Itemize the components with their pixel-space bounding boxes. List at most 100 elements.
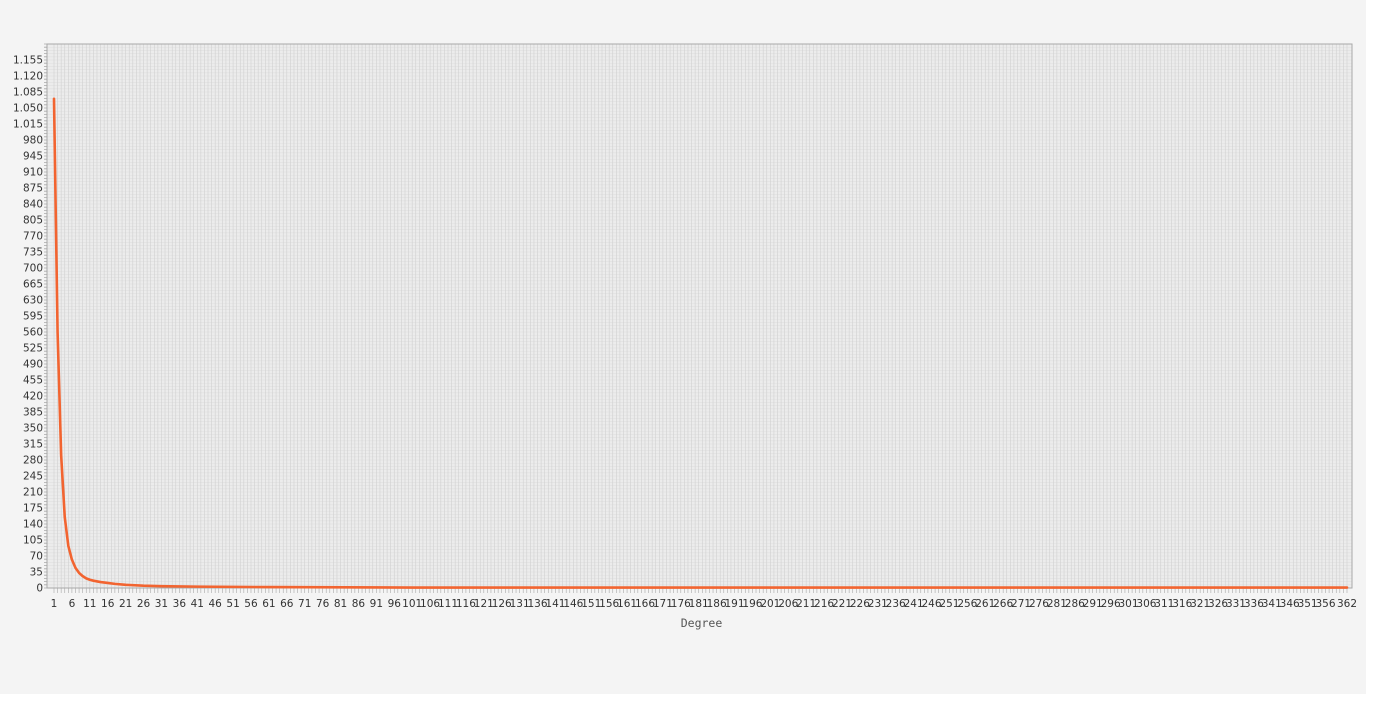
y-tick-label: 735 xyxy=(23,247,43,259)
y-tick-label: 840 xyxy=(23,199,43,211)
x-tick-label: 181 xyxy=(689,598,709,610)
x-tick-label: 16 xyxy=(101,598,115,610)
y-tick-label: 805 xyxy=(23,215,43,227)
x-tick-label: 161 xyxy=(617,598,637,610)
x-tick-label: 6 xyxy=(69,598,76,610)
x-tick-label: 291 xyxy=(1083,598,1103,610)
y-tick-label: 1.155 xyxy=(13,55,43,67)
y-tick-label: 980 xyxy=(23,135,43,147)
y-tick-label: 35 xyxy=(30,567,43,579)
x-tick-label: 71 xyxy=(298,598,311,610)
x-tick-label: 241 xyxy=(904,598,924,610)
x-tick-label: 236 xyxy=(886,598,906,610)
y-tick-label: 1.120 xyxy=(13,71,43,83)
x-tick-label: 316 xyxy=(1172,598,1192,610)
y-axis-ticks xyxy=(44,43,47,589)
x-tick-label: 321 xyxy=(1190,598,1210,610)
x-tick-label: 301 xyxy=(1118,598,1138,610)
degree-distribution-chart: 0 35 70 105 140 175 210 245 280 315 350 385 420 455 49… xyxy=(13,43,1357,630)
x-tick-label: 336 xyxy=(1244,598,1264,610)
x-tick-label: 91 xyxy=(370,598,383,610)
y-tick-label: 770 xyxy=(23,231,43,243)
x-tick-label: 362 xyxy=(1337,598,1357,610)
y-tick-label: 350 xyxy=(23,423,43,435)
x-tick-label: 256 xyxy=(957,598,977,610)
series-line xyxy=(52,97,1349,589)
x-tick-label: 276 xyxy=(1029,598,1049,610)
y-tick-label: 875 xyxy=(23,183,43,195)
y-tick-label: 105 xyxy=(23,535,43,547)
x-tick-label: 146 xyxy=(563,598,583,610)
y-tick-label: 315 xyxy=(23,439,43,451)
x-tick-label: 56 xyxy=(244,598,258,610)
y-tick-label: 490 xyxy=(23,359,43,371)
x-tick-label: 356 xyxy=(1315,598,1335,610)
x-tick-label: 106 xyxy=(420,598,440,610)
x-tick-label: 166 xyxy=(635,598,655,610)
x-tick-label: 171 xyxy=(653,598,673,610)
x-tick-label: 261 xyxy=(975,598,995,610)
x-tick-label: 156 xyxy=(599,598,619,610)
y-tick-label: 630 xyxy=(23,295,43,307)
x-tick-label: 346 xyxy=(1280,598,1300,610)
x-tick-label: 121 xyxy=(474,598,494,610)
x-tick-label: 266 xyxy=(993,598,1013,610)
x-tick-label: 151 xyxy=(581,598,601,610)
x-tick-label: 341 xyxy=(1262,598,1282,610)
x-tick-label: 221 xyxy=(832,598,852,610)
y-tick-label: 1.050 xyxy=(13,103,43,115)
y-tick-label: 140 xyxy=(23,519,43,531)
y-tick-label: 280 xyxy=(23,455,43,467)
y-tick-label: 525 xyxy=(23,343,43,355)
x-tick-label: 141 xyxy=(545,598,565,610)
y-tick-label: 70 xyxy=(30,551,43,563)
y-tick-label: 210 xyxy=(23,487,43,499)
x-tick-label: 176 xyxy=(671,598,691,610)
x-tick-label: 186 xyxy=(707,598,727,610)
chart-panel: 0 35 70 105 140 175 210 245 280 315 350 385 420 455 49… xyxy=(0,0,1366,694)
y-tick-label: 560 xyxy=(23,327,43,339)
x-tick-label: 226 xyxy=(850,598,870,610)
x-tick-label: 281 xyxy=(1047,598,1067,610)
x-tick-label: 271 xyxy=(1011,598,1031,610)
x-tick-label: 31 xyxy=(155,598,168,610)
x-tick-label: 286 xyxy=(1065,598,1085,610)
y-tick-label: 175 xyxy=(23,503,43,515)
y-tick-label: 595 xyxy=(23,311,43,323)
y-tick-label: 245 xyxy=(23,471,43,483)
y-tick-label: 665 xyxy=(23,279,43,291)
x-tick-label: 216 xyxy=(814,598,834,610)
x-tick-label: 36 xyxy=(173,598,187,610)
x-tick-label: 326 xyxy=(1208,598,1228,610)
x-tick-label: 111 xyxy=(438,598,458,610)
x-tick-label: 96 xyxy=(388,598,402,610)
x-tick-label: 86 xyxy=(352,598,366,610)
x-tick-label: 101 xyxy=(402,598,422,610)
x-tick-label: 306 xyxy=(1136,598,1156,610)
x-tick-label: 231 xyxy=(868,598,888,610)
x-tick-label: 76 xyxy=(316,598,330,610)
x-axis-ticks xyxy=(53,588,1348,593)
x-tick-label: 206 xyxy=(778,598,798,610)
x-tick-label: 191 xyxy=(725,598,745,610)
x-tick-label: 131 xyxy=(510,598,530,610)
x-tick-label: 311 xyxy=(1154,598,1174,610)
x-tick-label: 211 xyxy=(796,598,816,610)
x-axis-title: Degree xyxy=(681,616,723,630)
y-tick-label: 1.015 xyxy=(13,119,43,131)
x-tick-label: 126 xyxy=(492,598,512,610)
x-tick-label: 351 xyxy=(1298,598,1318,610)
x-tick-label: 116 xyxy=(456,598,476,610)
y-tick-label: 455 xyxy=(23,375,43,387)
x-tick-label: 1 xyxy=(51,598,58,610)
x-tick-label: 51 xyxy=(226,598,239,610)
x-tick-label: 296 xyxy=(1101,598,1121,610)
y-tick-label: 910 xyxy=(23,167,43,179)
x-tick-label: 136 xyxy=(528,598,548,610)
x-tick-label: 331 xyxy=(1226,598,1246,610)
x-tick-label: 246 xyxy=(921,598,941,610)
x-tick-label: 11 xyxy=(83,598,96,610)
x-tick-label: 196 xyxy=(742,598,762,610)
y-tick-label: 945 xyxy=(23,151,43,163)
y-tick-label: 1.085 xyxy=(13,87,43,99)
